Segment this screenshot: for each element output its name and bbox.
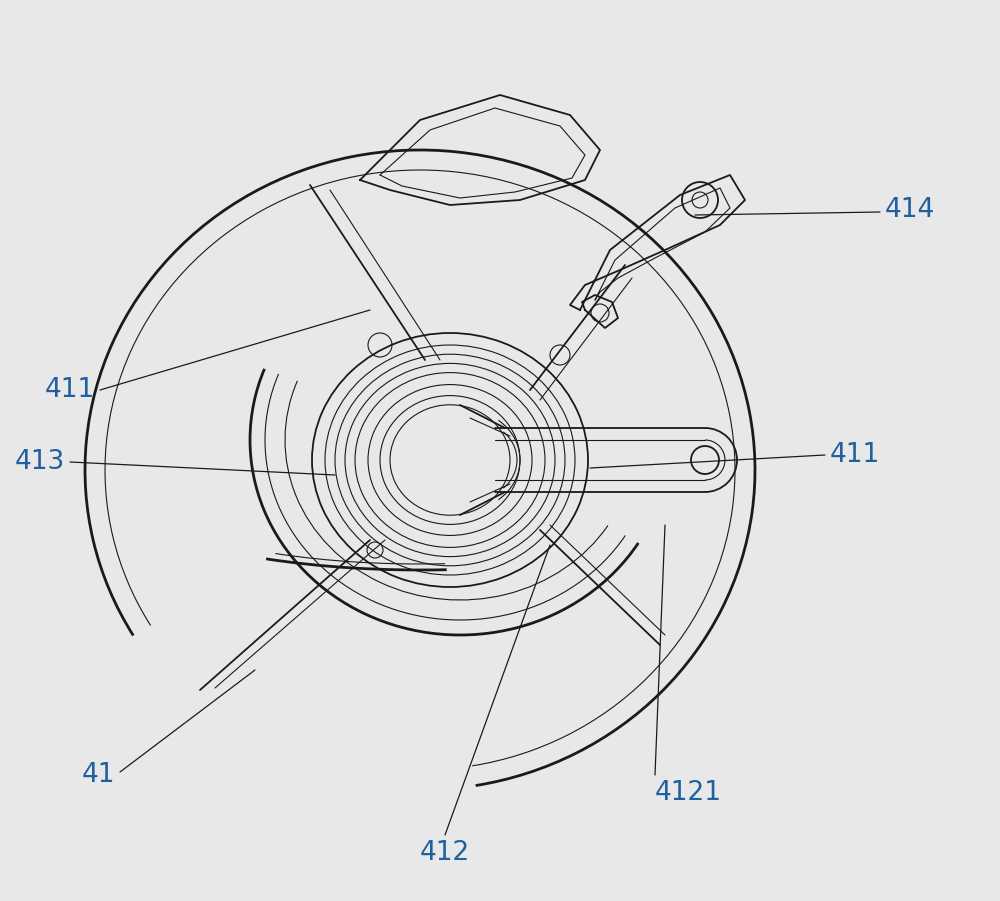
Text: 413: 413 <box>15 449 65 475</box>
Text: 412: 412 <box>420 840 470 866</box>
Text: 41: 41 <box>82 762 115 788</box>
Text: 4121: 4121 <box>655 780 722 806</box>
Text: 411: 411 <box>45 377 95 403</box>
Text: 411: 411 <box>830 442 880 468</box>
Text: 414: 414 <box>885 197 935 223</box>
